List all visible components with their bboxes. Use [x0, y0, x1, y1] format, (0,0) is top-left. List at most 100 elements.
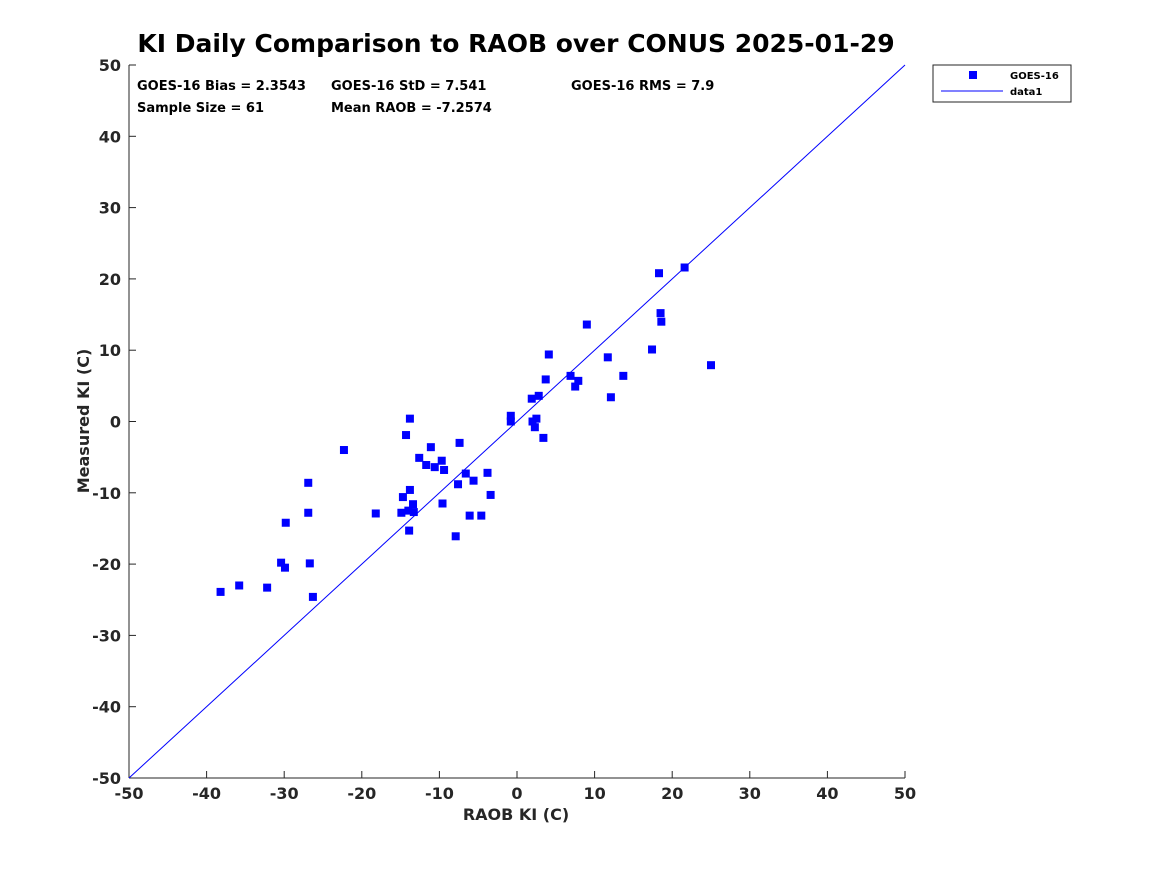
- y-tick-label: -30: [92, 626, 121, 645]
- data-point: [566, 371, 575, 380]
- legend: GOES-16 data1: [932, 64, 1072, 103]
- data-point: [454, 480, 463, 489]
- y-tick-label: 10: [99, 341, 121, 360]
- data-point: [655, 269, 664, 278]
- data-point: [483, 468, 492, 477]
- x-tick-label: 0: [511, 784, 522, 803]
- x-axis-label: RAOB KI (C): [463, 805, 569, 824]
- data-point: [619, 371, 628, 380]
- data-point: [397, 508, 406, 517]
- stat-bias: GOES-16 Bias = 2.3543: [137, 79, 306, 94]
- x-tick-label: -20: [347, 784, 376, 803]
- data-point: [305, 559, 314, 568]
- y-tick-label: -10: [92, 484, 121, 503]
- data-point: [680, 263, 689, 272]
- data-point: [461, 469, 470, 478]
- data-point: [532, 414, 541, 423]
- stat-sample-size: Sample Size = 61: [137, 101, 264, 116]
- data-point: [469, 476, 478, 485]
- data-point: [277, 558, 286, 567]
- stat-rms: GOES-16 RMS = 7.9: [571, 79, 714, 94]
- data-point: [539, 433, 548, 442]
- stats-annotations: GOES-16 Bias = 2.3543 GOES-16 StD = 7.54…: [137, 79, 714, 116]
- stat-std: GOES-16 StD = 7.541: [331, 79, 486, 94]
- data-point: [506, 417, 515, 426]
- y-tick-label: 20: [99, 270, 121, 289]
- data-point: [371, 509, 380, 518]
- data-point: [486, 490, 495, 499]
- data-point: [308, 592, 317, 601]
- x-tick-label: 30: [739, 784, 761, 803]
- data-point: [398, 493, 407, 502]
- legend-label-goes16: GOES-16: [1010, 71, 1059, 82]
- series-points-group: [216, 263, 715, 601]
- y-tick-label: -50: [92, 769, 121, 788]
- data-point: [409, 500, 418, 509]
- data-point: [405, 526, 414, 535]
- data-point: [404, 506, 413, 515]
- x-tick-label: 10: [583, 784, 605, 803]
- stat-mean-raob: Mean RAOB = -7.2574: [331, 101, 492, 116]
- data-point: [707, 361, 715, 370]
- y-tick-label: 40: [99, 127, 121, 146]
- data-point: [465, 511, 474, 520]
- data-point: [541, 375, 550, 384]
- data-point: [451, 532, 460, 541]
- data-point: [544, 350, 553, 359]
- data-point: [339, 446, 348, 455]
- x-tick-label: -50: [115, 784, 144, 803]
- data-point: [280, 563, 289, 572]
- legend-box: [932, 64, 1072, 103]
- data-point: [656, 309, 665, 318]
- data-point: [455, 438, 464, 447]
- data-point: [402, 431, 411, 440]
- data-point: [405, 414, 414, 423]
- y-tick-label: 30: [99, 199, 121, 218]
- data-point: [235, 581, 244, 590]
- x-tick-label: 50: [894, 784, 916, 803]
- x-tick-label: -30: [270, 784, 299, 803]
- data-point: [263, 583, 272, 592]
- data-point: [430, 463, 439, 472]
- data-point: [534, 391, 543, 400]
- data-point: [477, 511, 486, 520]
- x-tick-label: 20: [661, 784, 683, 803]
- data-point: [506, 411, 515, 420]
- y-tick-label: -20: [92, 555, 121, 574]
- data-point: [530, 423, 539, 432]
- data-point: [405, 485, 414, 494]
- series-line-group: [128, 64, 906, 779]
- data-point: [438, 499, 447, 508]
- data-point: [657, 317, 666, 326]
- data-point: [426, 443, 435, 452]
- data-point: [304, 478, 313, 487]
- data-point: [606, 393, 615, 402]
- data-point: [603, 353, 612, 362]
- x-ticks: -50 -40 -30 -20 -10 0 10 20 30 40 50: [115, 771, 916, 803]
- x-tick-label: -40: [192, 784, 221, 803]
- data-point: [648, 345, 657, 354]
- data-point: [415, 453, 424, 462]
- data-point: [527, 394, 536, 403]
- legend-marker-square-icon: [969, 71, 977, 79]
- y-tick-label: 50: [99, 56, 121, 75]
- data-point: [582, 320, 591, 329]
- data-point: [216, 587, 225, 596]
- data-point: [437, 456, 446, 465]
- data-point: [409, 508, 418, 517]
- y-ticks: -50 -40 -30 -20 -10 0 10 20 30 40 50: [92, 56, 136, 788]
- x-tick-label: 40: [816, 784, 838, 803]
- data-point: [571, 382, 580, 391]
- y-tick-label: -40: [92, 698, 121, 717]
- data-point: [304, 508, 313, 517]
- data-point: [440, 465, 449, 474]
- legend-label-data1: data1: [1010, 87, 1042, 98]
- x-tick-label: -10: [425, 784, 454, 803]
- data1-line: [128, 64, 906, 779]
- data-point: [574, 376, 583, 385]
- data-point: [281, 518, 290, 527]
- data-point: [422, 460, 431, 469]
- chart-title: KI Daily Comparison to RAOB over CONUS 2…: [137, 29, 894, 58]
- y-axis-label: Measured KI (C): [74, 349, 93, 494]
